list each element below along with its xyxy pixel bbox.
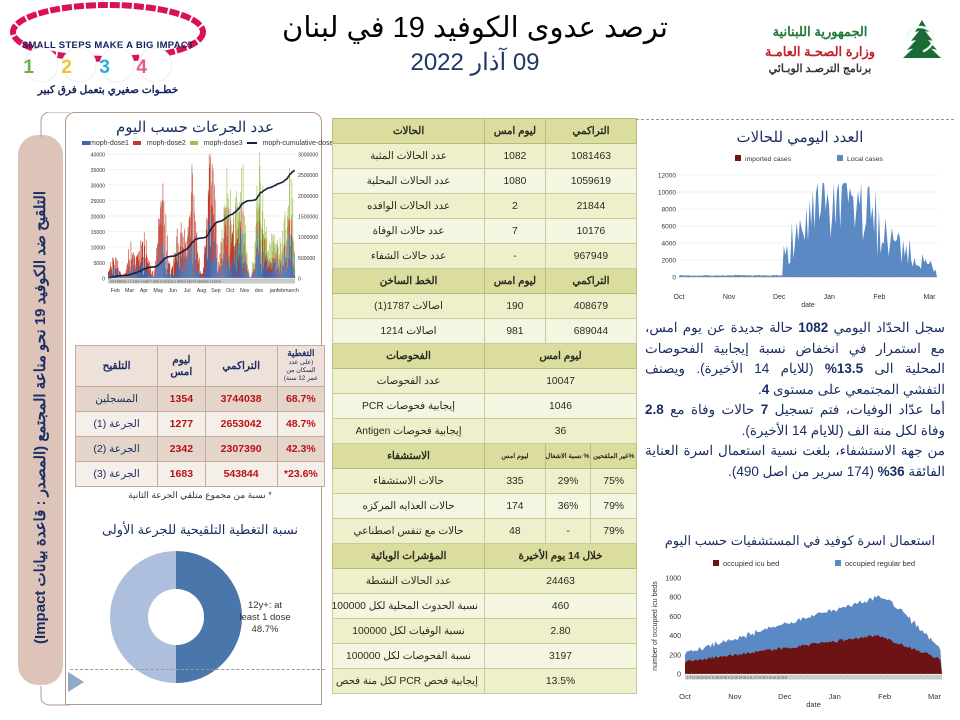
svg-text:Jul: Jul bbox=[184, 288, 191, 294]
svg-text:4000: 4000 bbox=[662, 241, 677, 248]
svg-text:1 7 13 19 25 31 6 12 18 24 30: 1 7 13 19 25 31 6 12 18 24 30 6 12 18 24… bbox=[687, 676, 787, 680]
svg-text:Mar: Mar bbox=[923, 294, 936, 301]
svg-text:Feb: Feb bbox=[873, 294, 885, 301]
svg-text:500000: 500000 bbox=[298, 256, 315, 262]
svg-text:10000: 10000 bbox=[658, 190, 676, 197]
svg-text:febmarch: febmarch bbox=[277, 288, 299, 294]
svg-text:10000: 10000 bbox=[91, 246, 106, 252]
svg-text:Oct: Oct bbox=[226, 288, 235, 294]
svg-text:date: date bbox=[806, 700, 821, 709]
svg-text:2: 2 bbox=[61, 57, 72, 78]
svg-text:Sep: Sep bbox=[211, 288, 220, 294]
svg-text:12000: 12000 bbox=[658, 173, 676, 180]
svg-text:1000000: 1000000 bbox=[298, 235, 318, 241]
svg-text:Aug: Aug bbox=[197, 288, 206, 294]
svg-text:Jan: Jan bbox=[829, 692, 841, 701]
svg-text:dec: dec bbox=[255, 288, 264, 294]
svg-text:800: 800 bbox=[669, 595, 681, 602]
svg-text:12y+: at: 12y+: at bbox=[248, 600, 282, 611]
svg-text:8000: 8000 bbox=[662, 207, 677, 214]
svg-text:Dec: Dec bbox=[773, 294, 786, 301]
svg-text:200: 200 bbox=[669, 652, 681, 659]
svg-text:0: 0 bbox=[672, 275, 676, 282]
svg-text:5 8 1930102 1 2 1324 4 1526 7: 5 8 1930102 1 2 1324 4 1526 7 1829 9 201… bbox=[110, 280, 221, 284]
svg-text:Mar: Mar bbox=[928, 692, 941, 701]
svg-text:0: 0 bbox=[102, 277, 105, 283]
svg-text:Dec: Dec bbox=[778, 692, 792, 701]
svg-text:1: 1 bbox=[23, 57, 34, 78]
svg-text:2500000: 2500000 bbox=[298, 173, 318, 179]
svg-text:Mar: Mar bbox=[125, 288, 134, 294]
svg-text:30000: 30000 bbox=[91, 184, 106, 190]
svg-text:48.7%: 48.7% bbox=[252, 624, 279, 635]
svg-text:5000: 5000 bbox=[93, 261, 105, 267]
svg-text:Nov: Nov bbox=[728, 692, 742, 701]
svg-text:25000: 25000 bbox=[91, 199, 106, 205]
svg-text:Jan: Jan bbox=[824, 294, 835, 301]
svg-text:40000: 40000 bbox=[91, 153, 106, 159]
svg-text:15000: 15000 bbox=[91, 230, 106, 236]
svg-text:3000000: 3000000 bbox=[298, 153, 318, 159]
svg-text:Oct: Oct bbox=[674, 294, 685, 301]
svg-text:occupied regular bed: occupied regular bed bbox=[845, 559, 915, 568]
svg-text:Nov: Nov bbox=[240, 288, 250, 294]
svg-text:4: 4 bbox=[136, 57, 147, 78]
svg-text:2000: 2000 bbox=[662, 258, 677, 265]
svg-text:Local cases: Local cases bbox=[847, 156, 883, 163]
svg-text:Apr: Apr bbox=[140, 288, 148, 294]
svg-text:occupied icu bed: occupied icu bed bbox=[723, 559, 779, 568]
svg-text:35000: 35000 bbox=[91, 168, 106, 174]
svg-text:1500000: 1500000 bbox=[298, 215, 318, 221]
svg-text:least 1 dose: least 1 dose bbox=[239, 612, 290, 623]
svg-text:3: 3 bbox=[99, 57, 110, 78]
svg-text:600: 600 bbox=[669, 614, 681, 621]
svg-text:2000000: 2000000 bbox=[298, 194, 318, 200]
svg-text:20000: 20000 bbox=[91, 215, 106, 221]
svg-text:Nov: Nov bbox=[723, 294, 736, 301]
svg-text:خطـوات صغيري بتعمل فرق كبير: خطـوات صغيري بتعمل فرق كبير bbox=[37, 84, 179, 97]
svg-text:0: 0 bbox=[677, 672, 681, 679]
svg-text:date: date bbox=[801, 302, 815, 309]
svg-text:Feb: Feb bbox=[111, 288, 120, 294]
svg-text:Jun: Jun bbox=[168, 288, 177, 294]
svg-text:0: 0 bbox=[298, 277, 301, 283]
svg-text:6000: 6000 bbox=[662, 224, 677, 231]
svg-text:number of occupied icu beds: number of occupied icu beds bbox=[652, 581, 659, 671]
svg-text:imported cases: imported cases bbox=[745, 156, 792, 163]
svg-text:Oct: Oct bbox=[679, 692, 692, 701]
svg-text:May: May bbox=[153, 288, 163, 294]
svg-text:400: 400 bbox=[669, 633, 681, 640]
svg-text:Feb: Feb bbox=[878, 692, 891, 701]
svg-text:1000: 1000 bbox=[665, 576, 681, 583]
